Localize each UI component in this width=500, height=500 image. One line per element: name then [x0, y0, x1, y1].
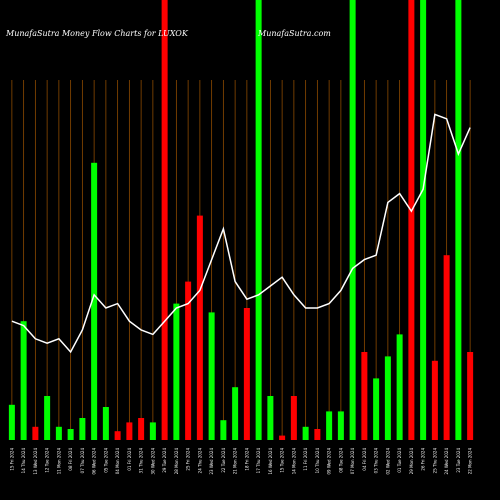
bar-1: [8, 404, 15, 440]
site-label: MunafaSutra.com: [257, 29, 331, 38]
x-tick-label: 29 Mon 2024: [409, 448, 414, 475]
bar-12: [138, 418, 145, 440]
money-flow-line: [11, 113, 471, 354]
x-tick-label: 29 Tue 2024: [162, 448, 167, 473]
x-tick-label: 11 Fri 2024: [303, 448, 308, 471]
bar-23: [267, 396, 274, 440]
x-tick-label: 24 Wed 2024: [444, 448, 449, 475]
bar-37: [431, 360, 438, 440]
bar-15: [173, 303, 180, 440]
x-tick-label: 16 Wed 2024: [268, 448, 273, 475]
bar-35: [408, 0, 415, 440]
x-tick-label: 12 Tue 2024: [45, 448, 50, 473]
bar-29: [337, 411, 344, 440]
bar-31: [361, 352, 368, 440]
x-tick-label: 04 Mon 2024: [115, 448, 120, 475]
x-tick-label: 17 Thu 2024: [256, 448, 261, 474]
x-tick-label: 18 Fri 2024: [244, 448, 249, 471]
bar-4: [44, 396, 51, 440]
bar-32: [373, 378, 380, 440]
bar-38: [443, 255, 450, 440]
bar-17: [196, 215, 203, 440]
chart-title: MunafaSutra Money Flow Charts for LUXOK: [5, 29, 189, 38]
bar-33: [384, 356, 391, 440]
x-tick-label: 11 Mon 2024: [56, 448, 61, 475]
bar-25: [290, 396, 297, 440]
bar-40: [467, 352, 474, 440]
bar-34: [396, 334, 403, 440]
bar-24: [279, 435, 286, 440]
x-tick-label: 07 Mon 2024: [350, 448, 355, 475]
bar-27: [314, 429, 321, 440]
x-tick-label: 22 Tue 2024: [221, 448, 226, 473]
bar-39: [455, 0, 462, 440]
x-tick-label: 30 Wed 2024: [150, 448, 155, 475]
bar-26: [302, 426, 309, 440]
bar-36: [420, 0, 427, 440]
x-tick-label: 25 Thu 2024: [432, 448, 437, 474]
bar-2: [20, 321, 27, 440]
x-tick-label: 03 Thu 2024: [374, 448, 379, 474]
x-tick-label: 26 Fri 2024: [421, 448, 426, 471]
bar-8: [91, 162, 98, 441]
bar-22: [255, 0, 262, 440]
bar-6: [67, 429, 74, 440]
x-tick-label: 14 Thu 2024: [21, 448, 26, 474]
x-tick-label: 25 Fri 2024: [186, 448, 191, 471]
bar-3: [32, 426, 39, 440]
x-tick-label: 05 Tue 2024: [103, 448, 108, 473]
bar-10: [114, 431, 121, 440]
bar-14: [161, 0, 168, 440]
bar-20: [232, 387, 239, 440]
bar-7: [79, 418, 86, 440]
x-tick-label: 23 Tue 2024: [456, 448, 461, 473]
x-tick-label: 15 Tue 2024: [280, 448, 285, 473]
bar-11: [126, 422, 133, 440]
x-tick-label: 23 Wed 2024: [209, 448, 214, 475]
x-tick-label: 08 Tue 2024: [338, 448, 343, 473]
x-tick-label: 09 Wed 2024: [327, 448, 332, 475]
line-series: [11, 113, 471, 354]
bar-21: [243, 308, 250, 440]
bar-16: [185, 281, 192, 440]
x-tick-label: 28 Mon 2024: [174, 448, 179, 475]
x-tick-label: 22 Mon 2024: [468, 448, 473, 475]
x-tick-label: 24 Thu 2024: [197, 448, 202, 474]
x-tick-label: 02 Wed 2024: [385, 448, 390, 475]
bar-30: [349, 0, 356, 440]
bar-9: [102, 407, 109, 440]
bar-5: [55, 426, 62, 440]
bar-28: [326, 411, 333, 440]
x-tick-label: 01 Fri 2024: [127, 448, 132, 471]
x-tick-labels: 15 Fri 2024 14 Thu 2024 13 Wed 2024 12 Tue …: [9, 448, 472, 475]
x-tick-label: 07 Thu 2024: [80, 448, 85, 474]
x-tick-label: 08 Fri 2024: [68, 448, 73, 471]
x-tick-label: 01 Tue 2024: [397, 448, 402, 473]
x-tick-label: 31 Thu 2024: [139, 448, 144, 474]
x-tick-label: 15 Fri 2024: [9, 448, 14, 471]
bar-19: [220, 420, 227, 440]
x-tick-label: 06 Wed 2024: [92, 448, 97, 475]
x-tick-label: 04 Fri 2024: [362, 448, 367, 471]
x-tick-label: 13 Wed 2024: [33, 448, 38, 475]
x-tick-label: 21 Mon 2024: [233, 448, 238, 475]
bar-13: [149, 422, 156, 440]
bar-series: [8, 0, 474, 441]
bar-18: [208, 312, 215, 440]
x-tick-label: 14 Mon 2024: [291, 448, 296, 475]
x-tick-label: 10 Thu 2024: [315, 448, 320, 474]
